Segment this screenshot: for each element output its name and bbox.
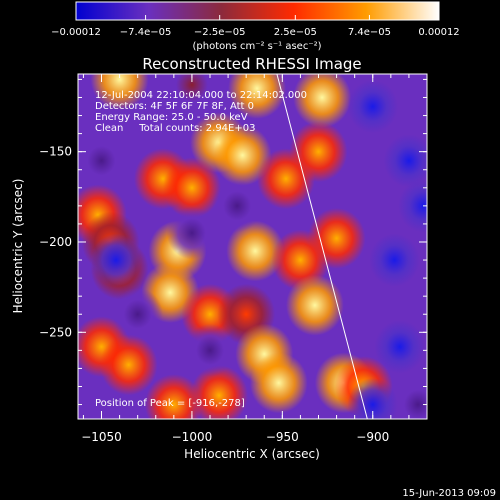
colorbar	[75, 1, 440, 21]
heatmap-blob	[226, 220, 285, 282]
colorbar-tick-label: −7.4e−05	[120, 27, 172, 38]
y-axis-label: Heliocentric Y (arcsec)	[11, 179, 25, 314]
heatmap-blob	[392, 377, 427, 419]
colorbar-tick-label: −0.00012	[51, 27, 101, 38]
heatmap-blob	[285, 274, 344, 336]
annotation-energy-range: Energy Range: 25.0 - 50.0 keV	[95, 112, 248, 123]
y-axis: −150 −200 −250	[39, 78, 427, 406]
x-tick-label: −950	[266, 430, 299, 444]
heatmap-blob	[211, 179, 263, 233]
heatmap-blob	[162, 157, 221, 219]
y-tick-label: −250	[39, 325, 72, 339]
heatmap-blob	[293, 74, 352, 128]
heatmap-blob	[213, 124, 272, 186]
heatmap-blob	[347, 79, 399, 134]
x-tick-label: −1050	[81, 430, 122, 444]
plot-frame	[77, 73, 428, 420]
colorbar-tick-label: 2.5e−05	[274, 27, 317, 38]
y-tick-label: −200	[39, 235, 72, 249]
heatmap-blob	[144, 374, 203, 419]
observation-annotations: 12-Jul-2004 22:10:04.000 to 22:14:02.000…	[95, 90, 307, 134]
y-tick-label: −150	[39, 145, 72, 159]
heatmap-layer	[78, 74, 427, 419]
colorbar-tick-label: −2.5e−05	[194, 27, 246, 38]
heatmap-blob	[78, 134, 127, 188]
heatmap-blob	[398, 179, 427, 233]
x-axis: −1050 −1000 −950 −900	[81, 74, 410, 444]
heatmap-blob	[383, 134, 427, 188]
annotation-detectors: Detectors: 4F 5F 6F 7F 8F, Att 0	[95, 101, 254, 112]
heatmap-blob	[347, 377, 399, 419]
peak-position-label: Position of Peak = [-916,-278]	[95, 398, 245, 409]
heatmap-blob	[90, 74, 149, 110]
colorbar-tick-label: 7.4e−05	[348, 27, 391, 38]
colorbar-units-label: (photons cm⁻² s⁻¹ asec⁻²)	[192, 41, 321, 52]
heatmap-blob	[228, 74, 286, 119]
heatmap-blob	[289, 121, 348, 183]
heatmap-blob	[369, 233, 420, 287]
annotation-time-range: 12-Jul-2004 22:10:04.000 to 22:14:02.000	[95, 90, 307, 101]
date-stamp: 15-Jun-2013 09:09	[402, 488, 496, 499]
heatmap-blob	[307, 207, 366, 269]
heatmap-blob	[99, 334, 158, 396]
annotation-clean-counts: Clean Total counts: 2.94E+03	[95, 123, 255, 134]
x-tick-label: −900	[356, 430, 389, 444]
heatmap-blob	[374, 320, 426, 374]
x-tick-label: −1000	[172, 430, 213, 444]
heatmap-blob	[184, 323, 236, 377]
heatmap-blob	[166, 206, 218, 260]
heatmap-blob	[162, 74, 221, 116]
colorbar-tick-label: 0.00012	[418, 27, 459, 38]
chart-title: Reconstructed RHESSI Image	[142, 55, 361, 73]
solar-limb-line	[276, 74, 368, 419]
heatmap-blob	[112, 287, 163, 341]
x-axis-label: Heliocentric X (arcsec)	[184, 447, 320, 461]
heatmap-blob	[190, 365, 248, 419]
heatmap-blob	[90, 233, 142, 287]
heatmap-blob	[249, 352, 308, 414]
colorbar-ticks: −0.00012 −7.4e−05 −2.5e−05 2.5e−05 7.4e−05 0.…	[51, 15, 460, 38]
